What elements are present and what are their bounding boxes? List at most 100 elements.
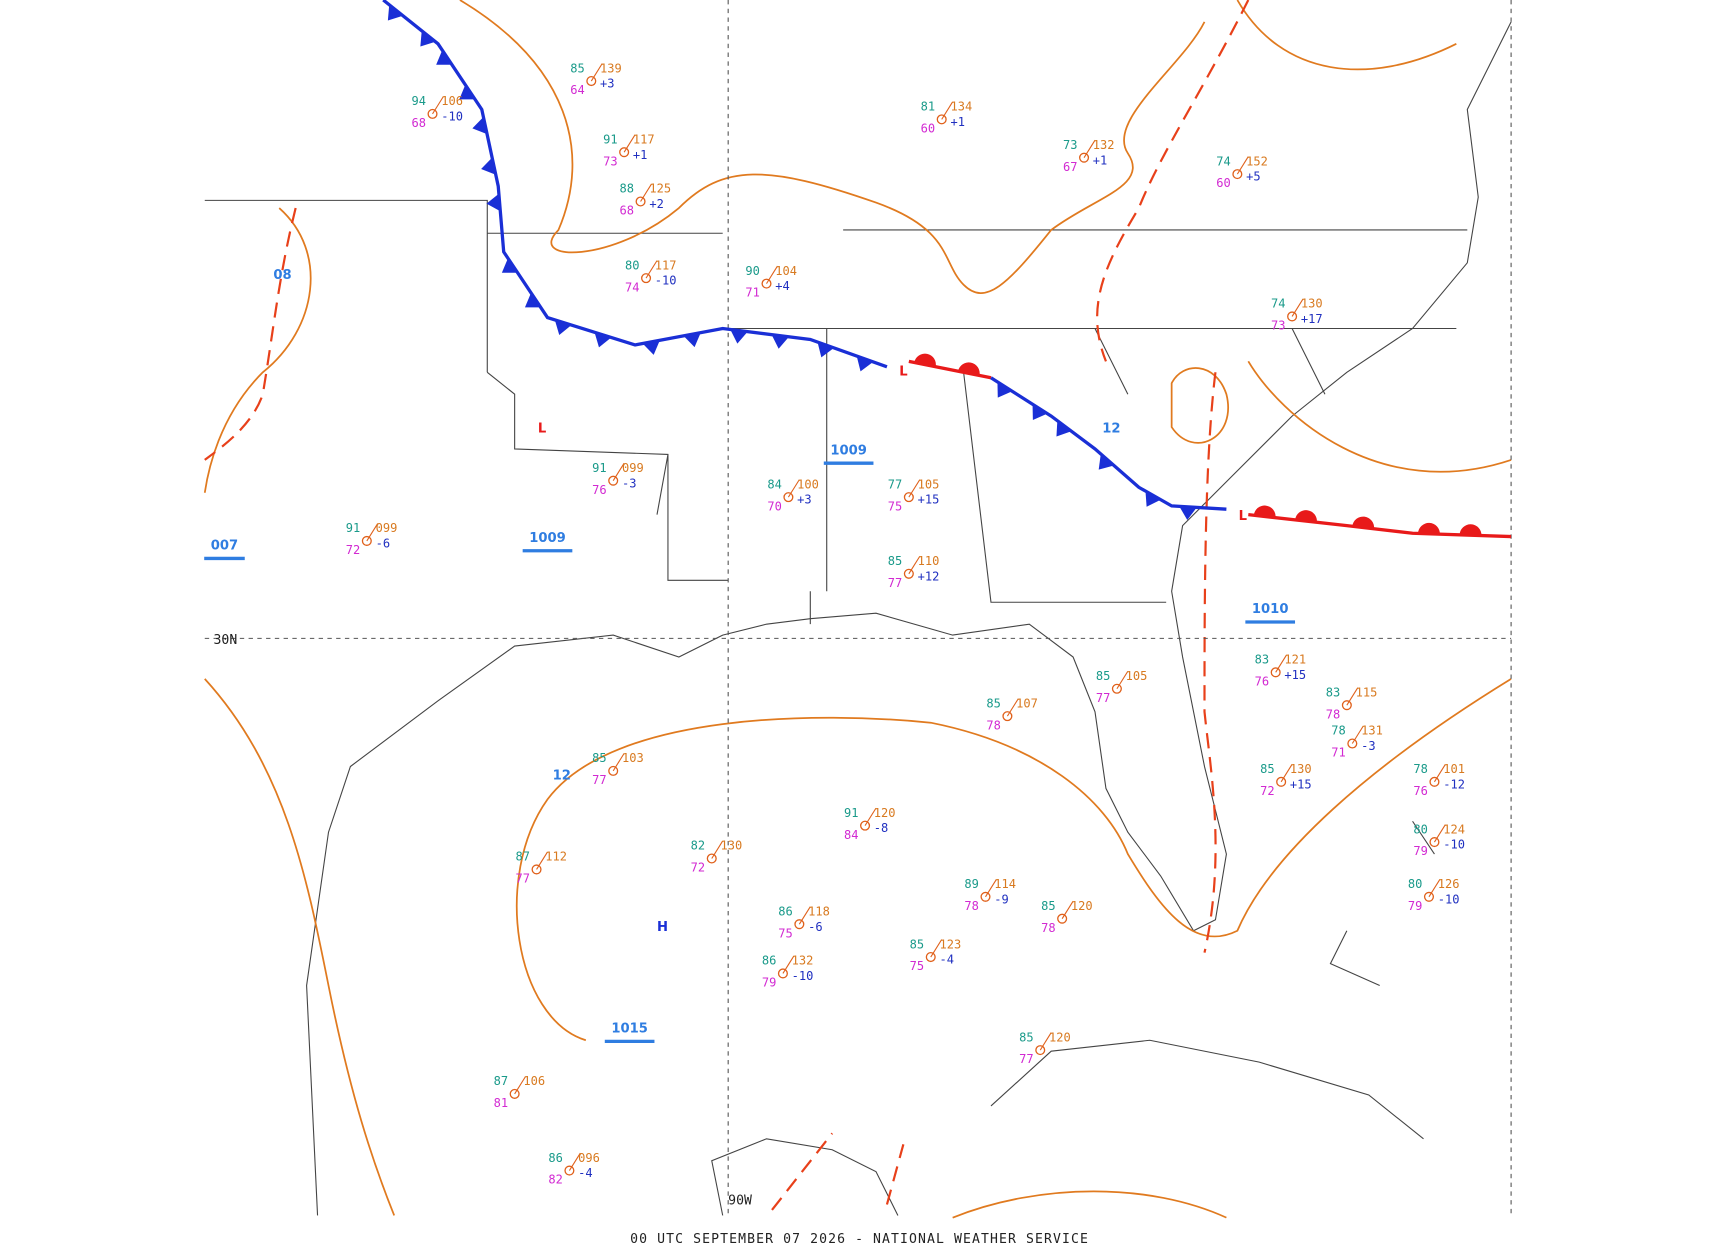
front-symbol [1098,453,1114,470]
dewpoint: 73 [1271,319,1286,333]
temperature: 85 [592,751,607,765]
dewpoint: 76 [592,483,607,497]
station-marker [1079,152,1090,163]
pressure-center: L [1239,509,1247,524]
dewpoint: 73 [603,154,618,168]
temperature: 91 [346,521,361,535]
temperature: 91 [592,461,607,475]
pressure: 120 [1071,899,1093,913]
pressure: 134 [950,100,972,114]
dewpoint: 67 [1063,160,1078,174]
wind-barb [1236,156,1249,175]
pressure-tendency: -4 [940,953,955,967]
wind-barb [1428,878,1441,898]
front-symbol [817,342,835,358]
dewpoint: 75 [778,926,793,940]
front-symbol [1418,522,1440,535]
pressure-tendency: -6 [376,537,390,551]
pressure-tendency: -10 [1438,892,1460,906]
temperature: 80 [625,258,640,272]
temperature: 77 [888,477,903,491]
temperature: 85 [986,696,1001,710]
station-marker [1035,1045,1046,1056]
front-line [908,359,992,380]
station-marker [777,968,788,979]
pressure: 104 [775,264,797,278]
pressure-tendency: +5 [1246,170,1261,184]
temperature: 87 [515,850,530,864]
pressure-tendency: +17 [1301,312,1323,326]
wind-barb [432,96,444,115]
station-marker [509,1088,520,1099]
wind-barb [1116,670,1129,690]
station-marker [1276,776,1287,787]
wind-barb [1039,1032,1052,1051]
pressure-tendency: +4 [775,279,790,293]
station-marker [427,108,438,119]
wind-barb [645,260,658,279]
pressure: 124 [1443,822,1465,836]
temperature: 85 [910,937,925,951]
pressure-tendency: +2 [649,197,664,211]
station-marker [925,951,936,963]
front-symbol [914,353,936,367]
front-line [382,0,888,369]
borders [204,21,1512,1216]
pressure-tendency: +1 [1093,153,1108,167]
graticule [204,0,1512,1218]
dewpoint: 77 [1096,691,1111,705]
dewpoint: 79 [762,976,777,990]
pressure: 096 [578,1151,600,1165]
wind-barb [1351,725,1364,744]
lon-label: 90W [728,1194,752,1209]
pressure: 152 [1246,154,1268,168]
dewpoint: 60 [921,121,936,135]
temperature: 91 [844,806,859,820]
station-marker [586,75,597,87]
dewpoint: 74 [625,280,640,294]
pressure: 125 [649,182,671,196]
pressure: 126 [1438,877,1460,891]
wind-barb [1433,764,1446,783]
front-symbol [1253,505,1276,518]
isobar-label: 1010 [1252,602,1289,617]
pressure-tendency: -10 [441,109,463,123]
pressure: 117 [655,258,677,272]
pressure: 132 [792,954,814,968]
dewpoint: 68 [620,204,635,218]
temperature: 85 [1096,669,1111,683]
wind-barb [640,183,652,202]
temperature: 90 [745,264,760,278]
station-marker [1057,913,1068,924]
pressure: 105 [918,477,940,491]
dewpoint: 76 [1413,784,1428,798]
wind-barb [1433,824,1446,843]
wind-barb [366,523,379,542]
dewpoint: 68 [411,116,426,130]
front-symbol [1295,510,1317,523]
pressure-tendency: +1 [633,148,648,162]
dewpoint: 78 [1326,707,1341,721]
wind-barb [1083,139,1096,158]
dewpoint: 77 [592,773,607,787]
station-marker [1270,667,1281,678]
dewpoint: 79 [1413,844,1428,858]
wind-barb [1280,764,1293,783]
front-symbol [524,292,541,308]
station-marker [1423,891,1435,902]
dewpoint: 78 [1041,921,1056,935]
dewpoint: 75 [910,959,925,973]
station-marker [619,147,630,158]
station-marker [903,492,914,503]
front-symbol [436,50,452,65]
pressure-center: L [899,365,907,380]
pressure: 139 [600,61,622,75]
dewpoint: 64 [570,83,585,97]
temperature: 74 [1271,297,1286,311]
station-marker [1002,711,1013,722]
pressure: 106 [523,1074,545,1088]
pressure: 130 [721,839,743,853]
pressure: 099 [622,461,644,475]
station-marker [761,278,772,289]
pressure-tendency: +3 [600,77,615,91]
